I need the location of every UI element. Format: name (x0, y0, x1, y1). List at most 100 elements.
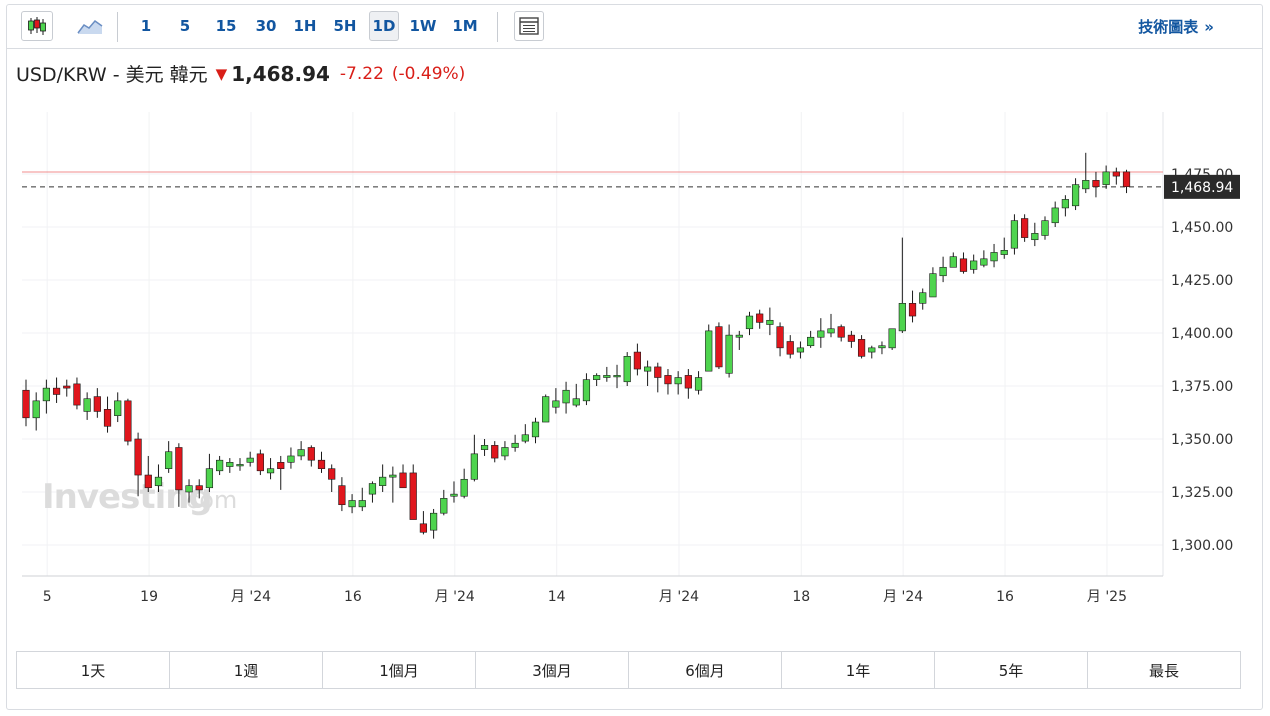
candlestick-chart[interactable]: 1,300.00 1,325.00 1,350.00 1,375.00 1,400.00… (0, 0, 1270, 640)
candle-body (868, 347, 876, 353)
table-view-icon[interactable] (514, 11, 544, 41)
candle-body (470, 453, 478, 480)
watermark-suffix: com (186, 486, 237, 514)
price-change: -7.22 (339, 63, 384, 84)
y-tick-label: 1,300.00 (1171, 538, 1233, 554)
candle-body (837, 326, 845, 338)
interval-button-5h[interactable]: 5H (333, 17, 357, 35)
interval-button-1m[interactable]: 1M (452, 17, 478, 35)
candle-body (623, 356, 631, 383)
y-tick-label: 1,375.00 (1171, 379, 1233, 395)
candle-body (786, 341, 794, 355)
area-chart-icon[interactable] (73, 11, 107, 41)
toolbar-separator (117, 12, 118, 42)
technical-chart-link[interactable]: 技術圖表 » (1138, 16, 1214, 37)
candle-body (42, 387, 50, 402)
last-price-label: 1,468.94 (1171, 180, 1233, 196)
candle-body (1082, 180, 1090, 190)
candle-body (73, 383, 81, 406)
candle-body (756, 313, 764, 323)
candle-body (1112, 171, 1120, 177)
candle-body (878, 345, 886, 349)
candle-body (501, 447, 509, 457)
x-tick-label: 18 (792, 589, 810, 605)
y-tick-label: 1,325.00 (1171, 485, 1233, 501)
candle-body (990, 252, 998, 262)
x-tick-label: 月 '24 (231, 589, 271, 605)
candle-body (1071, 184, 1080, 207)
y-tick-label: 1,450.00 (1171, 220, 1233, 236)
candle-body (205, 468, 214, 489)
x-tick-label: 5 (43, 589, 52, 605)
candlestick-icon[interactable] (21, 11, 53, 41)
candle-body (32, 400, 40, 419)
range-button-5[interactable]: 1年 (782, 652, 935, 688)
candle-body (52, 387, 61, 395)
candle-body (175, 447, 183, 491)
interval-button-1h[interactable]: 1H (293, 17, 317, 35)
candle-body (970, 260, 978, 270)
candle-body (684, 375, 692, 389)
candle-body (857, 339, 866, 357)
candle-body (216, 459, 224, 472)
range-button-1[interactable]: 1週 (170, 652, 323, 688)
candle-body (766, 319, 774, 325)
candle-body (674, 377, 682, 385)
candle-body (980, 258, 988, 266)
candle-body (929, 273, 937, 298)
interval-button-1w[interactable]: 1W (409, 17, 437, 35)
candle-body (1021, 218, 1029, 238)
candle-body (134, 438, 142, 476)
candle-body (1051, 207, 1059, 224)
candle-body (389, 474, 397, 478)
candle-body (317, 459, 326, 469)
candle-body (542, 396, 550, 423)
candle-body (114, 400, 122, 416)
candle-body (603, 375, 611, 378)
candle-body (735, 334, 743, 338)
candle-body (745, 315, 754, 330)
candle-body (1031, 233, 1039, 241)
candle-body (715, 326, 723, 368)
candle-body (531, 421, 540, 438)
candle-body (297, 449, 305, 457)
candle-body (827, 328, 835, 334)
range-button-0[interactable]: 1天 (17, 652, 170, 688)
candle-body (256, 453, 264, 472)
candle-body (348, 500, 356, 508)
candle-body (705, 330, 713, 372)
range-button-3[interactable]: 3個月 (476, 652, 629, 688)
toolbar-separator (497, 12, 498, 42)
interval-button-1d[interactable]: 1D (369, 11, 399, 41)
candle-body (287, 455, 295, 463)
last-price-label-box (1164, 174, 1240, 199)
range-button-7[interactable]: 最長 (1148, 661, 1179, 680)
y-tick-label: 1,400.00 (1171, 326, 1233, 342)
interval-button-5[interactable]: 5 (179, 17, 191, 35)
technical-chart-label: 技術圖表 (1138, 18, 1199, 36)
candle-body (307, 447, 315, 461)
candle-body (144, 474, 152, 489)
range-button-2[interactable]: 1個月 (323, 652, 476, 688)
candle-body (399, 472, 407, 489)
candle-body (1061, 199, 1069, 209)
x-tick-label: 14 (548, 589, 566, 605)
candle-body (22, 389, 30, 419)
candle-body (236, 464, 244, 467)
price-change-percent: (-0.49%) (391, 63, 466, 84)
chart-toolbar: 1 5 15 30 1H 5H 1D 1W 1M 技術圖表» (7, 5, 1262, 49)
candle-body (1102, 171, 1110, 185)
range-button-6[interactable]: 5年 (935, 652, 1088, 688)
candle-body (185, 485, 193, 493)
interval-button-1[interactable]: 1 (140, 17, 152, 35)
chevron-right-icon: » (1204, 18, 1214, 36)
candle-body (124, 400, 132, 442)
range-selector: 1天 1週 1個月 3個月 6個月 1年 5年 最長 (16, 651, 1241, 689)
candle-body (898, 303, 906, 332)
interval-button-30[interactable]: 30 (255, 17, 277, 35)
x-tick-label: 19 (140, 589, 158, 605)
candle-body (847, 334, 855, 342)
interval-button-15[interactable]: 15 (215, 17, 237, 35)
candle-body (440, 498, 448, 514)
range-button-4[interactable]: 6個月 (629, 652, 782, 688)
